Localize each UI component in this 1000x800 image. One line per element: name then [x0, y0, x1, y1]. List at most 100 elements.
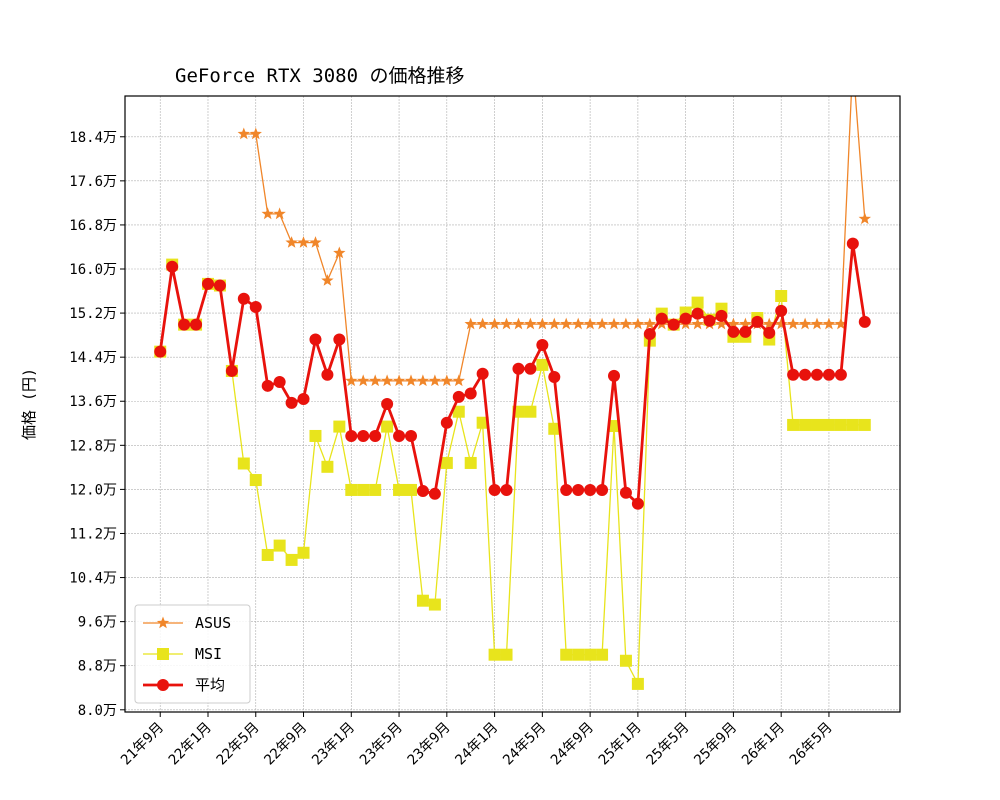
marker	[619, 654, 632, 667]
marker	[500, 317, 513, 330]
marker	[154, 345, 167, 358]
marker	[763, 317, 776, 330]
y-axis-label: 価格 (円)	[20, 368, 38, 440]
x-tick-label: 21年9月	[118, 720, 167, 769]
marker	[440, 374, 453, 387]
y-tick-label: 15.2万	[69, 306, 117, 322]
marker	[249, 474, 262, 487]
marker	[524, 405, 537, 418]
marker	[381, 420, 394, 433]
marker	[608, 420, 621, 433]
marker	[369, 483, 382, 496]
marker	[285, 396, 298, 409]
marker	[273, 207, 286, 220]
x-tick-label: 26年5月	[787, 720, 836, 769]
x-tick-label: 25年5月	[643, 720, 692, 769]
y-tick-label: 16.8万	[69, 218, 117, 234]
marker	[596, 483, 609, 496]
marker	[452, 390, 465, 403]
marker	[500, 483, 513, 496]
marker	[357, 483, 370, 496]
marker	[261, 379, 274, 392]
marker	[428, 598, 441, 611]
y-tick-label: 13.6万	[69, 394, 117, 410]
marker	[715, 317, 728, 330]
marker	[787, 418, 800, 431]
marker	[583, 317, 597, 330]
marker	[464, 456, 477, 469]
marker	[404, 374, 418, 387]
y-tick-label: 9.6万	[78, 615, 117, 631]
marker	[190, 318, 203, 331]
marker	[619, 486, 632, 499]
marker	[703, 314, 716, 327]
marker	[321, 274, 334, 286]
marker	[846, 237, 859, 250]
marker	[333, 420, 346, 433]
marker	[213, 279, 226, 292]
marker	[799, 418, 812, 431]
marker	[810, 317, 824, 330]
marker	[584, 483, 597, 496]
marker	[858, 212, 871, 225]
marker	[464, 317, 477, 330]
marker	[787, 368, 800, 381]
marker	[488, 317, 501, 330]
marker	[428, 374, 442, 387]
marker	[584, 648, 597, 661]
y-tick-label: 17.6万	[69, 174, 117, 190]
marker	[595, 317, 609, 330]
marker	[822, 418, 835, 431]
series-line	[158, 242, 867, 506]
marker	[846, 418, 859, 431]
y-tick-label: 8.0万	[78, 703, 117, 719]
marker	[715, 309, 728, 322]
marker	[560, 483, 573, 496]
marker	[608, 369, 621, 382]
marker	[416, 485, 429, 498]
marker	[369, 429, 382, 442]
chart-title: GeForce RTX 3080 の価格推移	[175, 65, 464, 87]
x-tick-label: 24年1月	[452, 720, 501, 769]
marker	[631, 677, 644, 690]
marker	[297, 546, 310, 559]
marker	[464, 387, 477, 400]
marker	[237, 457, 250, 470]
marker	[392, 374, 406, 387]
marker	[237, 127, 250, 140]
marker	[548, 371, 561, 384]
marker	[381, 398, 394, 410]
marker	[512, 362, 525, 375]
marker	[858, 418, 871, 431]
x-tick-label: 22年5月	[214, 720, 263, 769]
marker	[822, 317, 836, 330]
marker	[452, 374, 465, 387]
marker	[607, 317, 621, 330]
y-tick-label: 14.4万	[69, 350, 117, 366]
y-tick-label: 16.0万	[69, 262, 117, 278]
marker	[858, 315, 871, 328]
y-tick-label: 10.4万	[69, 571, 117, 587]
marker	[679, 312, 692, 325]
marker	[273, 539, 286, 552]
marker	[691, 296, 704, 309]
marker	[727, 325, 740, 338]
x-tick-label: 22年9月	[261, 720, 310, 769]
marker	[631, 497, 644, 510]
legend-label: MSI	[195, 645, 222, 663]
x-tick-label: 25年9月	[691, 720, 740, 769]
marker	[524, 362, 537, 375]
marker	[393, 483, 406, 496]
marker	[775, 317, 788, 330]
marker	[524, 317, 537, 330]
marker	[548, 422, 561, 435]
marker	[297, 393, 310, 406]
marker	[476, 416, 489, 429]
marker	[596, 648, 609, 661]
marker	[249, 301, 262, 314]
marker	[667, 318, 680, 331]
x-tick-label: 22年1月	[166, 720, 215, 769]
marker	[739, 317, 752, 330]
marker	[345, 429, 358, 442]
